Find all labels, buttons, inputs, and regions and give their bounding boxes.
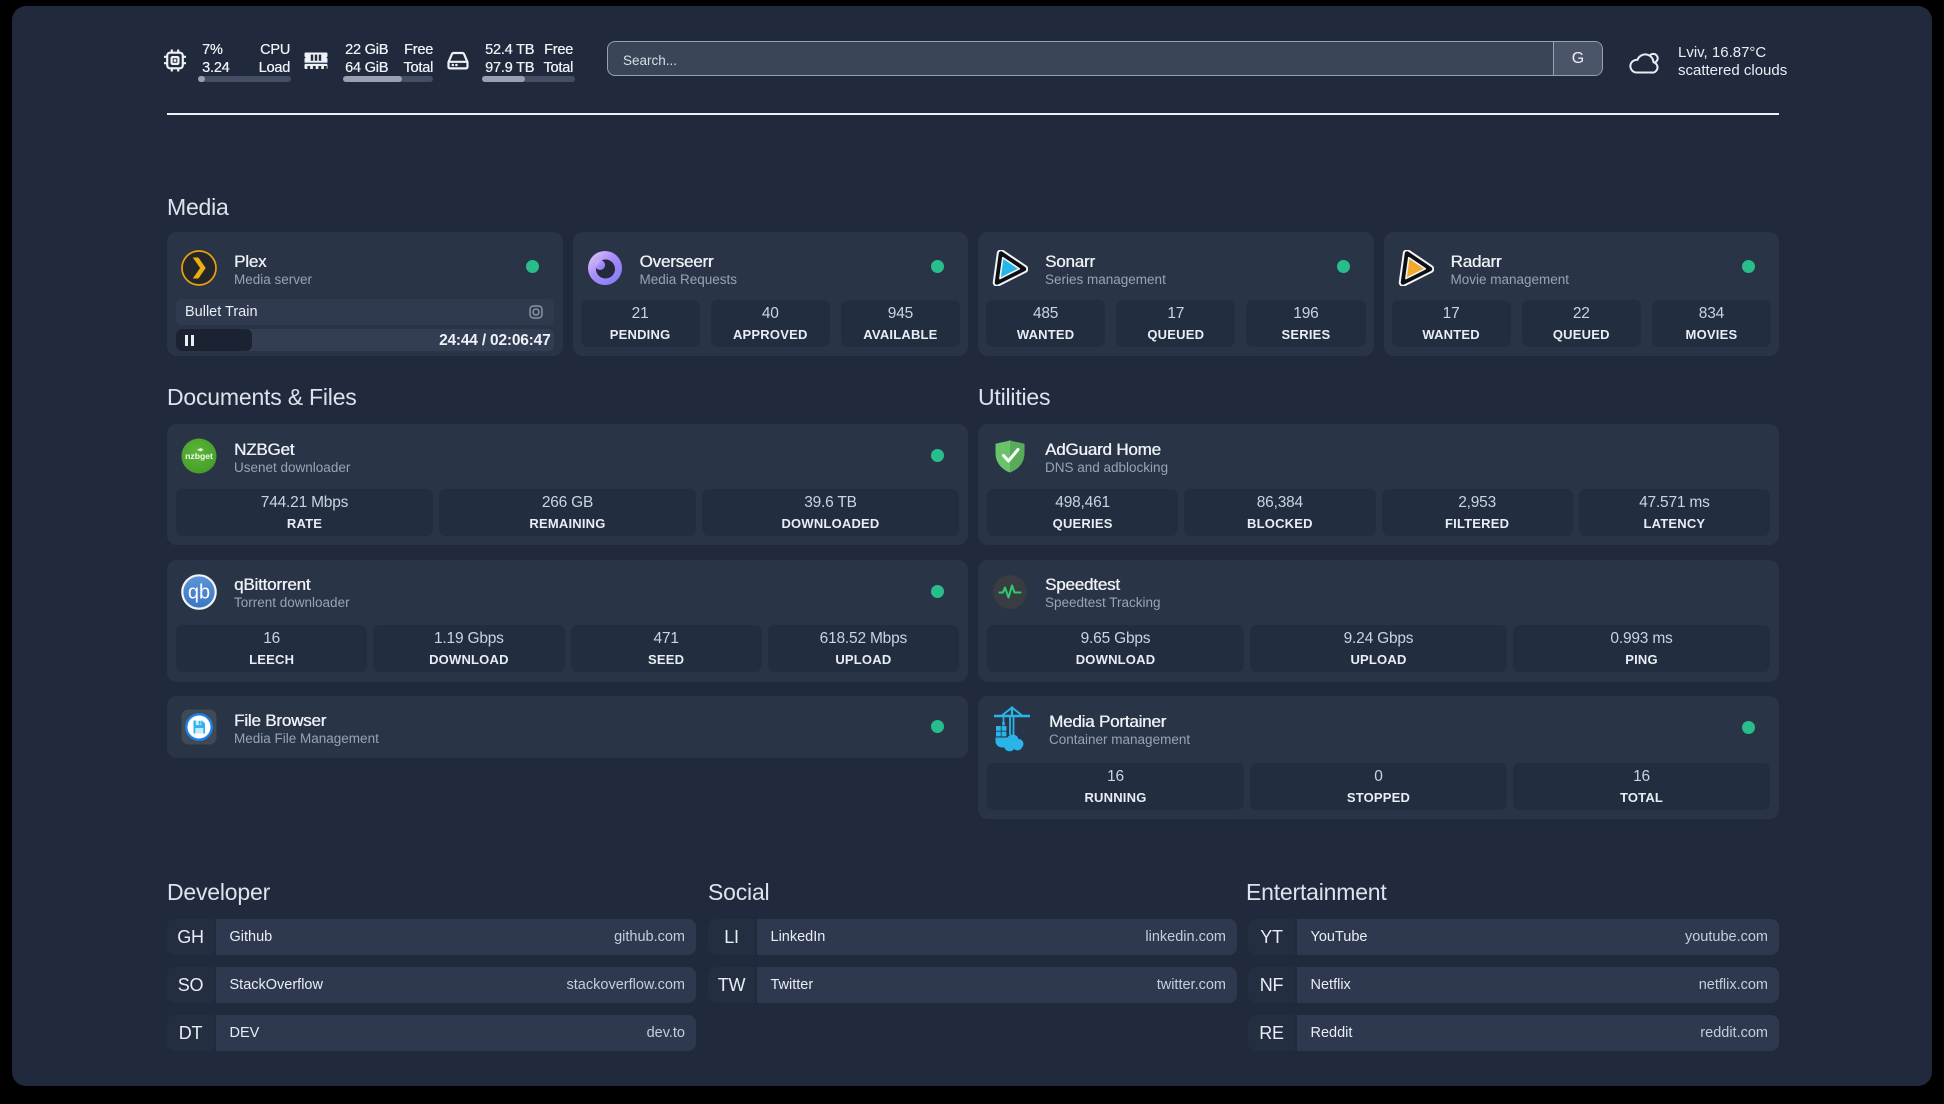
svg-text:qb: qb [188, 581, 210, 603]
svg-text:nzbget: nzbget [185, 451, 213, 461]
